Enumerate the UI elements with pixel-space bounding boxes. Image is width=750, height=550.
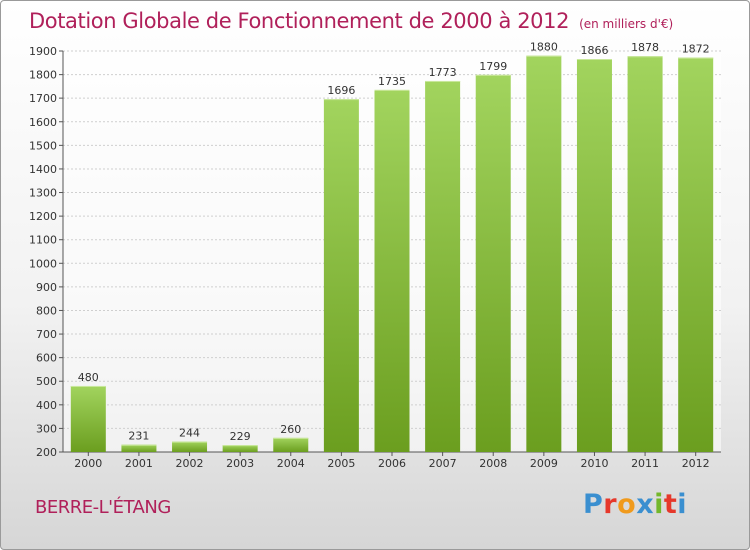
bar xyxy=(121,444,157,452)
y-tick-label: 1700 xyxy=(29,92,57,105)
x-tick-label: 2010 xyxy=(580,457,608,470)
y-tick-label: 1800 xyxy=(29,69,57,82)
x-tick-label: 2001 xyxy=(125,457,153,470)
logo-letter: P xyxy=(583,489,604,520)
data-label: 1696 xyxy=(327,84,355,97)
x-tick-label: 2000 xyxy=(74,457,102,470)
bar xyxy=(222,445,258,452)
logo-letter: r xyxy=(603,489,618,520)
x-tick-label: 2007 xyxy=(429,457,457,470)
data-label: 231 xyxy=(128,430,149,443)
y-tick-label: 1400 xyxy=(29,163,57,176)
bar xyxy=(678,57,714,452)
y-tick-label: 1500 xyxy=(29,139,57,152)
bar xyxy=(576,59,612,453)
bar xyxy=(273,437,309,452)
logo-letter: i xyxy=(677,489,688,520)
y-tick-label: 400 xyxy=(36,399,57,412)
data-label: 1735 xyxy=(378,75,406,88)
data-label: 1880 xyxy=(530,41,558,54)
logo-letter: x xyxy=(636,489,655,520)
bar xyxy=(475,74,511,452)
y-tick-label: 1200 xyxy=(29,210,57,223)
data-label: 1866 xyxy=(580,44,608,57)
bar xyxy=(70,385,106,452)
x-tick-label: 2008 xyxy=(479,457,507,470)
x-tick-label: 2002 xyxy=(176,457,204,470)
y-tick-label: 500 xyxy=(36,375,57,388)
y-tick-label: 700 xyxy=(36,328,57,341)
bar xyxy=(526,55,562,452)
y-tick-label: 300 xyxy=(36,422,57,435)
data-label: 229 xyxy=(230,430,251,443)
x-tick-label: 2005 xyxy=(327,457,355,470)
x-tick-label: 2004 xyxy=(277,457,305,470)
commune-name: BERRE-L'ÉTANG xyxy=(35,497,171,518)
bar xyxy=(627,56,663,452)
logo-letter: o xyxy=(617,489,637,520)
x-tick-label: 2009 xyxy=(530,457,558,470)
bar xyxy=(374,89,410,452)
chart-title: Dotation Globale de Fonctionnement de 20… xyxy=(29,9,673,33)
bar xyxy=(425,80,461,452)
x-tick-label: 2006 xyxy=(378,457,406,470)
x-tick-label: 2003 xyxy=(226,457,254,470)
data-label: 1878 xyxy=(631,41,659,54)
bar xyxy=(323,99,359,453)
unit-note: (en milliers d'€) xyxy=(579,17,674,31)
logo-letter: t xyxy=(663,489,678,520)
y-tick-label: 200 xyxy=(36,446,57,459)
data-label: 1773 xyxy=(429,66,457,79)
y-tick-label: 900 xyxy=(36,281,57,294)
data-label: 260 xyxy=(280,423,301,436)
y-tick-label: 1100 xyxy=(29,234,57,247)
proxiti-logo: Proxiti xyxy=(583,489,687,520)
y-tick-label: 1900 xyxy=(29,45,57,58)
x-tick-label: 2012 xyxy=(682,457,710,470)
data-label: 480 xyxy=(78,371,99,384)
x-tick-label: 2011 xyxy=(631,457,659,470)
y-tick-label: 1000 xyxy=(29,257,57,270)
data-label: 1799 xyxy=(479,60,507,73)
y-tick-label: 1600 xyxy=(29,116,57,129)
title-text: Dotation Globale de Fonctionnement de 20… xyxy=(29,9,570,33)
y-tick-label: 800 xyxy=(36,304,57,317)
y-tick-label: 1300 xyxy=(29,187,57,200)
data-label: 1872 xyxy=(682,43,710,56)
bar xyxy=(172,441,208,452)
logo-letter: i xyxy=(654,489,664,520)
data-label: 244 xyxy=(179,427,200,440)
y-tick-label: 600 xyxy=(36,352,57,365)
